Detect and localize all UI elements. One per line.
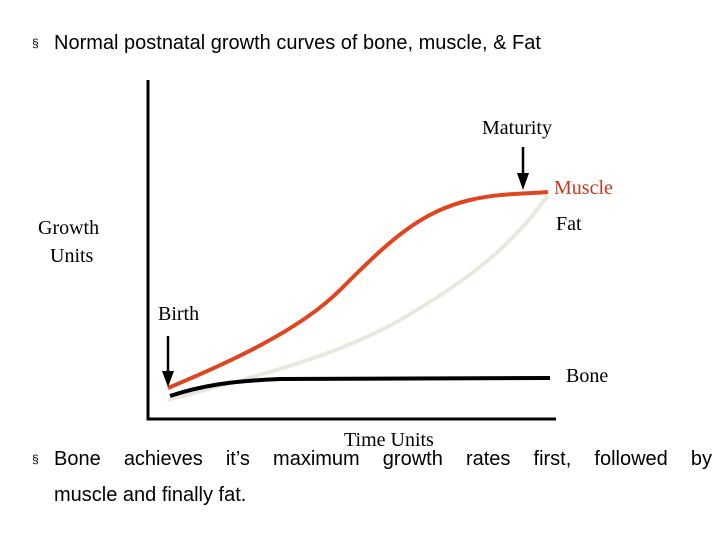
muscle-label: Muscle: [554, 177, 613, 199]
summary-text-continued: muscle and finally fat.: [54, 484, 247, 506]
diagram-caption: Normal postnatal growth curves of bone, …: [54, 32, 541, 54]
summary-text: Bone achieves it’s maximum growth rates …: [54, 448, 712, 470]
maturity-label: Maturity: [482, 117, 552, 139]
maturity-arrowhead: [517, 173, 529, 190]
bone-curve: [169, 376, 551, 398]
summary-bullet: § Bone achieves it’s maximum growth rate…: [32, 442, 712, 476]
bullet-marker: §: [32, 452, 39, 466]
y-axis-label-line2: Units: [50, 245, 94, 267]
fat-curve: [167, 193, 550, 402]
bone-label: Bone: [566, 365, 609, 387]
birth-label: Birth: [158, 303, 200, 325]
birth-arrowhead: [162, 371, 174, 387]
y-axis-label-line1: Growth: [38, 217, 100, 239]
bullet-marker: §: [32, 36, 39, 50]
muscle-curve: [167, 190, 549, 390]
fat-label: Fat: [556, 213, 582, 235]
x-axis-label: Time Units: [344, 429, 434, 451]
intro-bullet: § Normal postnatal growth curves of bone…: [32, 26, 541, 60]
